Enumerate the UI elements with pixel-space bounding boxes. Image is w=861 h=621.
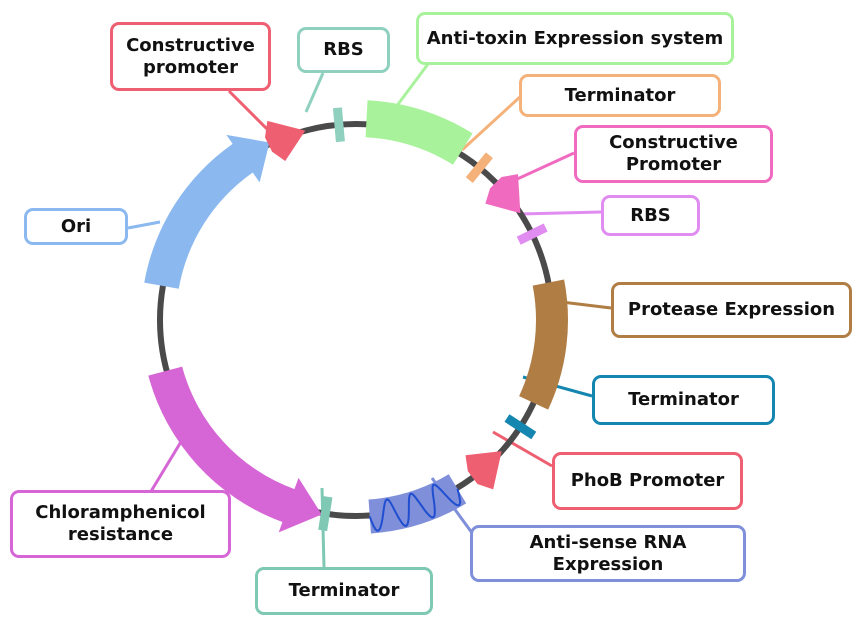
label-rbs-1: RBS xyxy=(297,27,390,73)
antisense-wave xyxy=(368,483,462,532)
label-terminator-1-text: Terminator xyxy=(564,84,676,106)
label-chloramphenicol-text: Chloramphenicol resistance xyxy=(35,502,206,545)
label-phob-promoter: PhoB Promoter xyxy=(552,452,743,510)
phob-promoter-arrow xyxy=(465,451,502,490)
connector-anti-toxin xyxy=(394,63,430,108)
connector-constructive-promoter-1 xyxy=(227,89,270,132)
label-terminator-2-text: Terminator xyxy=(628,389,739,410)
terminator-3-marker xyxy=(318,496,333,532)
ori-arrow xyxy=(144,134,270,289)
terminator-2-marker xyxy=(504,414,537,440)
connector-ori xyxy=(127,220,161,230)
label-terminator-2: Terminator xyxy=(592,375,775,425)
label-constructive-promoter-2-text: Constructive Promoter xyxy=(609,132,738,175)
label-constructive-promoter-2: Constructive Promoter xyxy=(574,125,773,183)
label-terminator-1: Terminator xyxy=(519,74,721,117)
label-anti-toxin-text: Anti-toxin Expression system xyxy=(426,27,724,49)
constructive-promoter-2-arrow xyxy=(485,174,521,214)
label-ori-text: Ori xyxy=(60,215,92,237)
rbs-2-marker xyxy=(516,223,548,245)
label-protease-text: Protease Expression xyxy=(627,299,836,320)
label-rbs-2-text: RBS xyxy=(630,204,671,226)
connector-terminator-1 xyxy=(460,94,523,152)
label-anti-toxin: Anti-toxin Expression system xyxy=(416,12,734,65)
protease-gene-band xyxy=(519,279,569,410)
anti-toxin-gene-band xyxy=(365,100,473,165)
connector-rbs-2 xyxy=(519,210,602,216)
label-constructive-promoter-1-text: Constructive promoter xyxy=(126,34,255,78)
connector-rbs-1 xyxy=(304,72,325,113)
label-rbs-2: RBS xyxy=(601,195,700,236)
connector-phob-promoter xyxy=(492,430,553,468)
label-ori: Ori xyxy=(24,208,128,245)
label-protease: Protease Expression xyxy=(611,282,852,338)
label-chloramphenicol: Chloramphenicol resistance xyxy=(10,490,231,558)
label-terminator-3: Terminator xyxy=(255,567,433,615)
label-constructive-promoter-1: Constructive promoter xyxy=(110,22,271,91)
antisense-rna-band xyxy=(368,474,467,534)
label-terminator-3-text: Terminator xyxy=(288,580,400,601)
terminator-1-marker xyxy=(465,152,493,183)
chloramphenicol-arrow xyxy=(148,366,322,533)
label-phob-promoter-text: PhoB Promoter xyxy=(570,470,725,491)
constructive-promoter-1-arrow xyxy=(264,120,306,162)
label-antisense-text: Anti-sense RNA Expression xyxy=(529,531,687,575)
label-antisense: Anti-sense RNA Expression xyxy=(470,525,746,582)
rbs-1-marker xyxy=(332,107,345,143)
label-rbs-1-text: RBS xyxy=(323,39,364,60)
plasmid-features xyxy=(144,100,569,534)
